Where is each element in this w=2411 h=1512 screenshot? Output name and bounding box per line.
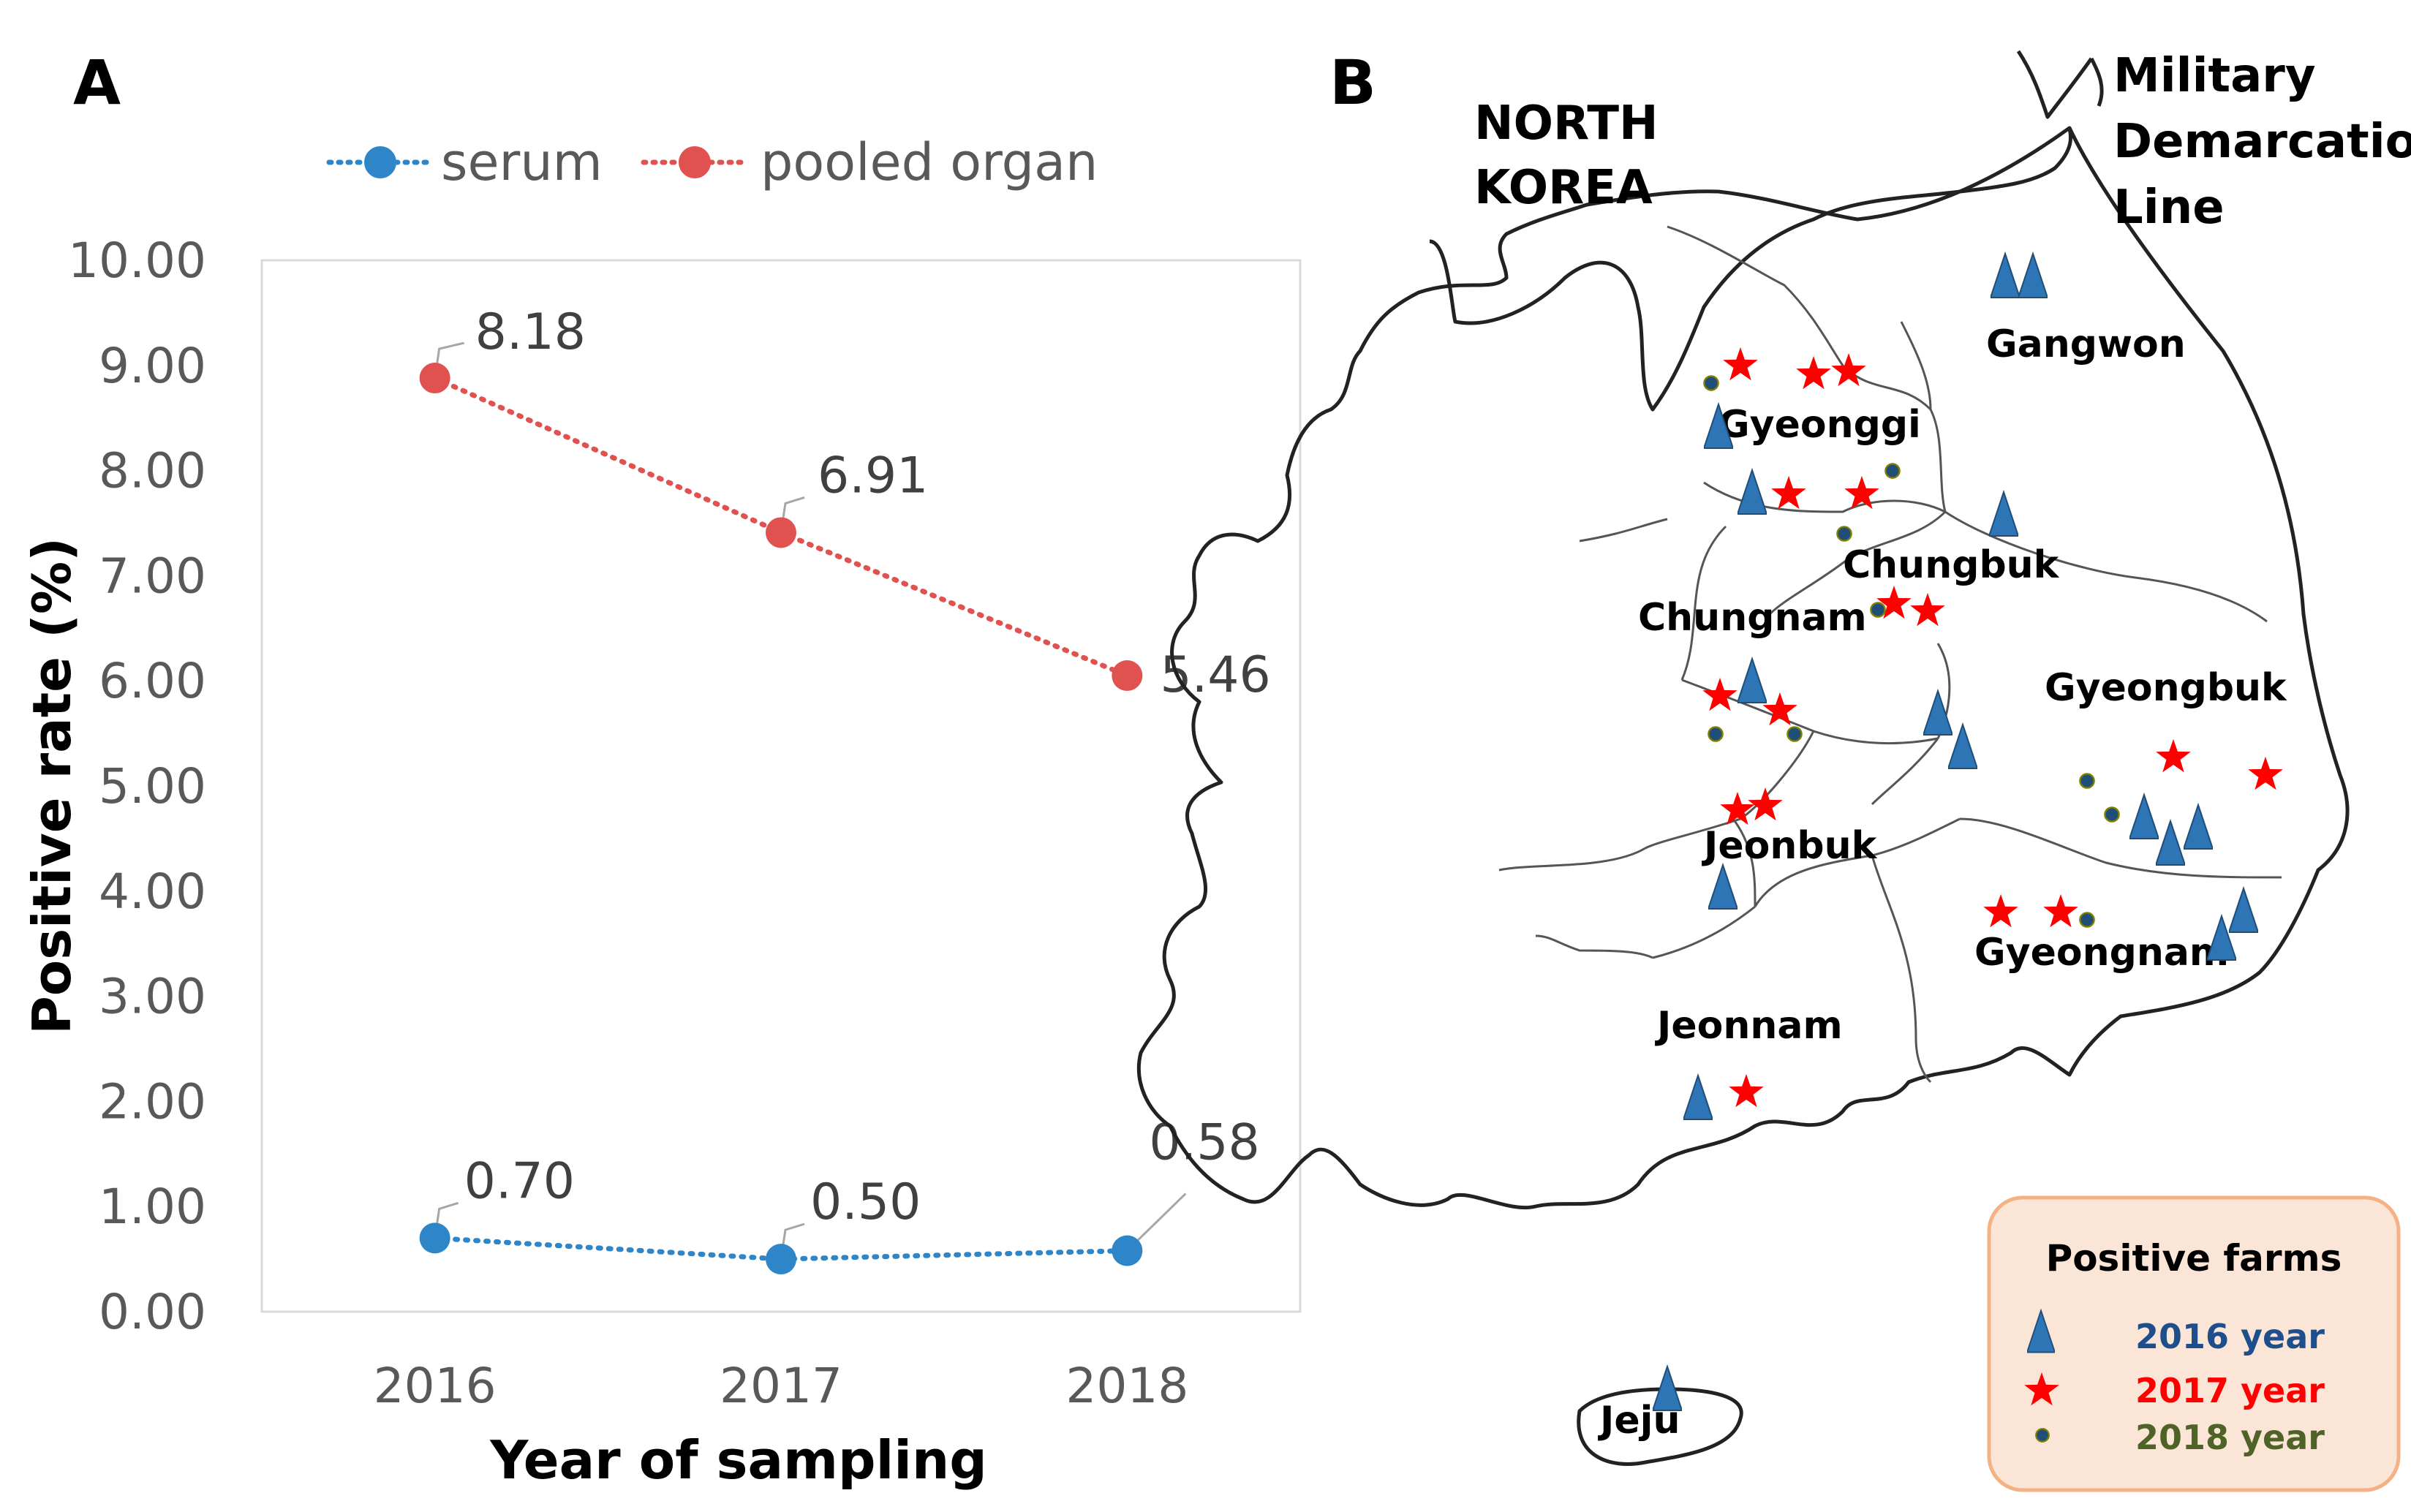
y-tick-label: 8.00 xyxy=(99,443,206,499)
farm-2017-marker xyxy=(1729,1074,1764,1108)
data-point xyxy=(1112,660,1143,692)
x-tick-label: 2018 xyxy=(1065,1358,1188,1414)
map-legend-box xyxy=(1987,1195,2401,1492)
map-legend: Positive farms 2016 year 2017 year 2018 … xyxy=(1987,1195,2401,1492)
markers-2017 xyxy=(1702,347,2283,1108)
south-korea-outline xyxy=(1136,126,2350,1210)
series-layer: 0.70 0.500.588.186.915.46 xyxy=(419,303,1271,1275)
farm-2016-marker xyxy=(1737,469,1767,515)
farm-2016-marker xyxy=(2184,804,2213,850)
chart-legend: serum pooled organ xyxy=(326,132,1098,192)
data-point xyxy=(766,517,796,548)
north-korea-label-1: NORTH xyxy=(1474,97,1659,151)
farm-2017-marker xyxy=(1771,476,1806,510)
dmz-label-1: Military xyxy=(2113,49,2316,103)
panel-b-letter: B xyxy=(1329,47,1376,118)
y-tick-label: 3.00 xyxy=(99,969,206,1025)
dmz-label-2: Demarcation xyxy=(2113,115,2411,169)
y-tick-label: 5.00 xyxy=(99,758,206,814)
dmz-label-3: Line xyxy=(2113,181,2225,235)
farm-2018-marker xyxy=(2104,806,2120,823)
farm-2017-marker xyxy=(2248,757,2283,790)
farm-2018-marker xyxy=(1836,526,1852,542)
region-gangwon: Gangwon xyxy=(1986,322,2186,366)
y-tick-label: 4.00 xyxy=(99,863,206,920)
y-axis: 0.00 1.00 2.00 3.00 4.00 5.00 6.00 7.00 8.00 9.00… xyxy=(68,233,206,1340)
map-legend-title: Positive farms xyxy=(2046,1237,2342,1279)
farm-2018-marker xyxy=(1884,463,1901,479)
x-tick-label: 2016 xyxy=(374,1358,497,1414)
region-jeonbuk: Jeonbuk xyxy=(1702,824,1878,868)
y-axis-title: Positive rate (%) xyxy=(21,537,83,1035)
farm-2016-marker xyxy=(1948,723,1977,770)
panel-b-map: B xyxy=(1136,47,2411,1492)
data-label: 0.70 xyxy=(464,1152,575,1210)
legend-2016-label: 2016 year xyxy=(2135,1317,2325,1356)
data-point xyxy=(1112,1235,1143,1266)
region-chungbuk: Chungbuk xyxy=(1843,543,2060,587)
farm-2016-marker xyxy=(2018,252,2048,299)
farm-2017-marker xyxy=(1983,894,2018,928)
farm-2016-marker xyxy=(1989,491,2018,537)
x-axis: 2016 2017 2018 xyxy=(374,1358,1189,1414)
farm-2016-marker xyxy=(1991,252,2020,299)
region-gyeongnam: Gyeongnam xyxy=(1974,931,2229,975)
farm-2018-marker xyxy=(1786,726,1803,742)
data-label: 6.91 xyxy=(818,447,928,504)
farm-2017-marker xyxy=(2156,739,2191,773)
legend-pooled-label: pooled organ xyxy=(761,132,1098,192)
legend-2017-label: 2017 year xyxy=(2135,1371,2325,1410)
data-point xyxy=(419,1222,450,1254)
panel-a-letter: A xyxy=(73,47,121,118)
farm-2017-marker xyxy=(1702,678,1737,711)
north-coast xyxy=(1429,50,2104,412)
farm-2017-marker xyxy=(1723,347,1758,381)
legend-serum-label: serum xyxy=(441,132,603,192)
legend-serum-marker xyxy=(364,146,396,178)
farm-2018-marker xyxy=(1870,602,1886,618)
farm-2016-marker xyxy=(1683,1074,1713,1121)
farm-2016-marker xyxy=(1737,657,1767,704)
farm-2017-marker xyxy=(1762,692,1797,726)
farm-2018-marker xyxy=(2079,912,2095,928)
farm-2018-marker xyxy=(1708,726,1724,742)
farm-2017-marker xyxy=(1748,787,1783,821)
legend-pooled-marker xyxy=(679,146,711,178)
farm-2016-marker xyxy=(1708,863,1737,910)
region-gyeongbuk: Gyeongbuk xyxy=(2045,666,2287,710)
y-tick-label: 7.00 xyxy=(99,548,206,604)
farm-2016-marker xyxy=(2229,887,2258,934)
farm-2017-marker xyxy=(1831,353,1866,387)
farm-2016-marker xyxy=(2156,820,2185,866)
region-jeonnam: Jeonnam xyxy=(1655,1004,1843,1048)
data-label: 0.50 xyxy=(810,1173,921,1231)
farm-2016-marker xyxy=(2129,793,2159,840)
x-axis-title: Year of sampling xyxy=(489,1429,987,1491)
farm-2017-marker xyxy=(2043,894,2078,928)
y-tick-label: 2.00 xyxy=(99,1073,206,1130)
y-tick-label: 9.00 xyxy=(99,338,206,394)
y-tick-label: 1.00 xyxy=(99,1179,206,1235)
y-tick-label: 0.00 xyxy=(99,1284,206,1340)
dot-icon xyxy=(2035,1428,2050,1443)
y-tick-label: 6.00 xyxy=(99,653,206,709)
province-borders xyxy=(1498,225,2282,1084)
farm-2017-marker xyxy=(1910,593,1945,627)
data-point xyxy=(419,363,450,394)
y-tick-label: 10.00 xyxy=(68,233,206,289)
legend-2018-label: 2018 year xyxy=(2135,1418,2325,1457)
farm-2017-marker xyxy=(1796,356,1831,390)
x-tick-label: 2017 xyxy=(720,1358,842,1414)
farm-2018-marker xyxy=(1703,375,1719,391)
data-label: 8.18 xyxy=(475,303,586,361)
north-korea-label-2: KOREA xyxy=(1474,161,1653,215)
plot-area xyxy=(260,259,1302,1313)
region-gyeonggi: Gyeonggi xyxy=(1718,403,1921,447)
jeju-island xyxy=(1577,1387,1743,1466)
panel-a-chart: A serum pooled organ 0.00 1.00 2.00 3.00 4.0… xyxy=(21,47,1302,1491)
region-chungnam: Chungnam xyxy=(1638,596,1867,640)
data-point xyxy=(766,1244,796,1275)
farm-2018-marker xyxy=(2079,773,2095,789)
